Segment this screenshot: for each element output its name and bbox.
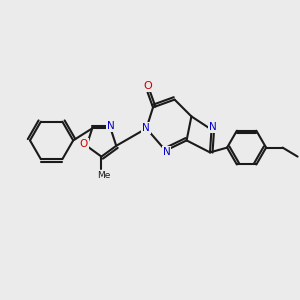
Text: O: O [144,81,153,91]
Text: N: N [142,123,150,133]
Text: Me: Me [97,171,110,180]
Text: N: N [107,121,114,131]
Text: N: N [209,122,217,133]
Text: O: O [80,139,88,149]
Text: N: N [163,147,170,157]
